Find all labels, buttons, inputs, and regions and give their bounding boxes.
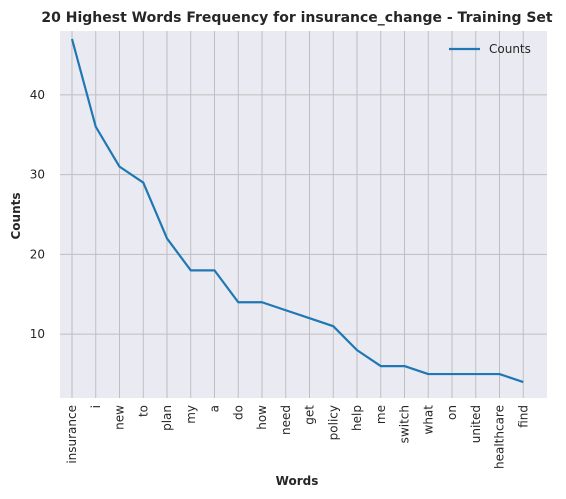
x-tick-label: me — [374, 405, 388, 424]
x-tick-label: a — [208, 405, 222, 412]
legend: Counts — [449, 42, 531, 56]
x-tick-label: what — [421, 405, 435, 435]
x-tick-label: healthcare — [493, 405, 507, 469]
x-tick-label: find — [516, 405, 530, 428]
x-tick-label: my — [184, 405, 198, 424]
x-tick-label: help — [350, 405, 364, 431]
x-tick-label: get — [303, 405, 317, 425]
x-tick-label: policy — [326, 405, 340, 440]
x-tick-labels: insurance i new to plan my a do how need get policy… — [65, 405, 530, 469]
x-tick-label: insurance — [65, 405, 79, 464]
x-tick-label: do — [231, 405, 245, 420]
y-tick-label: 10 — [30, 327, 45, 341]
x-axis-label: Words — [276, 474, 319, 488]
x-tick-label: united — [469, 405, 483, 443]
x-tick-label: switch — [398, 405, 412, 443]
plot-background — [60, 31, 547, 398]
y-axis-label: Counts — [9, 192, 23, 239]
y-tick-labels: 10 20 30 40 — [30, 88, 45, 341]
y-tick-label: 40 — [30, 88, 45, 102]
x-tick-label: how — [255, 405, 269, 430]
x-tick-label: on — [445, 405, 459, 420]
x-tick-label: i — [89, 405, 103, 408]
x-tick-label: need — [279, 405, 293, 435]
grid-lines — [60, 31, 547, 398]
x-tick-label: plan — [160, 405, 174, 431]
chart-title: 20 Highest Words Frequency for insurance… — [41, 10, 553, 26]
x-tick-label: to — [136, 405, 150, 417]
legend-label-counts: Counts — [489, 42, 531, 56]
y-tick-label: 30 — [30, 168, 45, 182]
x-tick-label: new — [113, 405, 127, 430]
series-line-counts — [70, 38, 524, 384]
y-tick-label: 20 — [30, 247, 45, 261]
